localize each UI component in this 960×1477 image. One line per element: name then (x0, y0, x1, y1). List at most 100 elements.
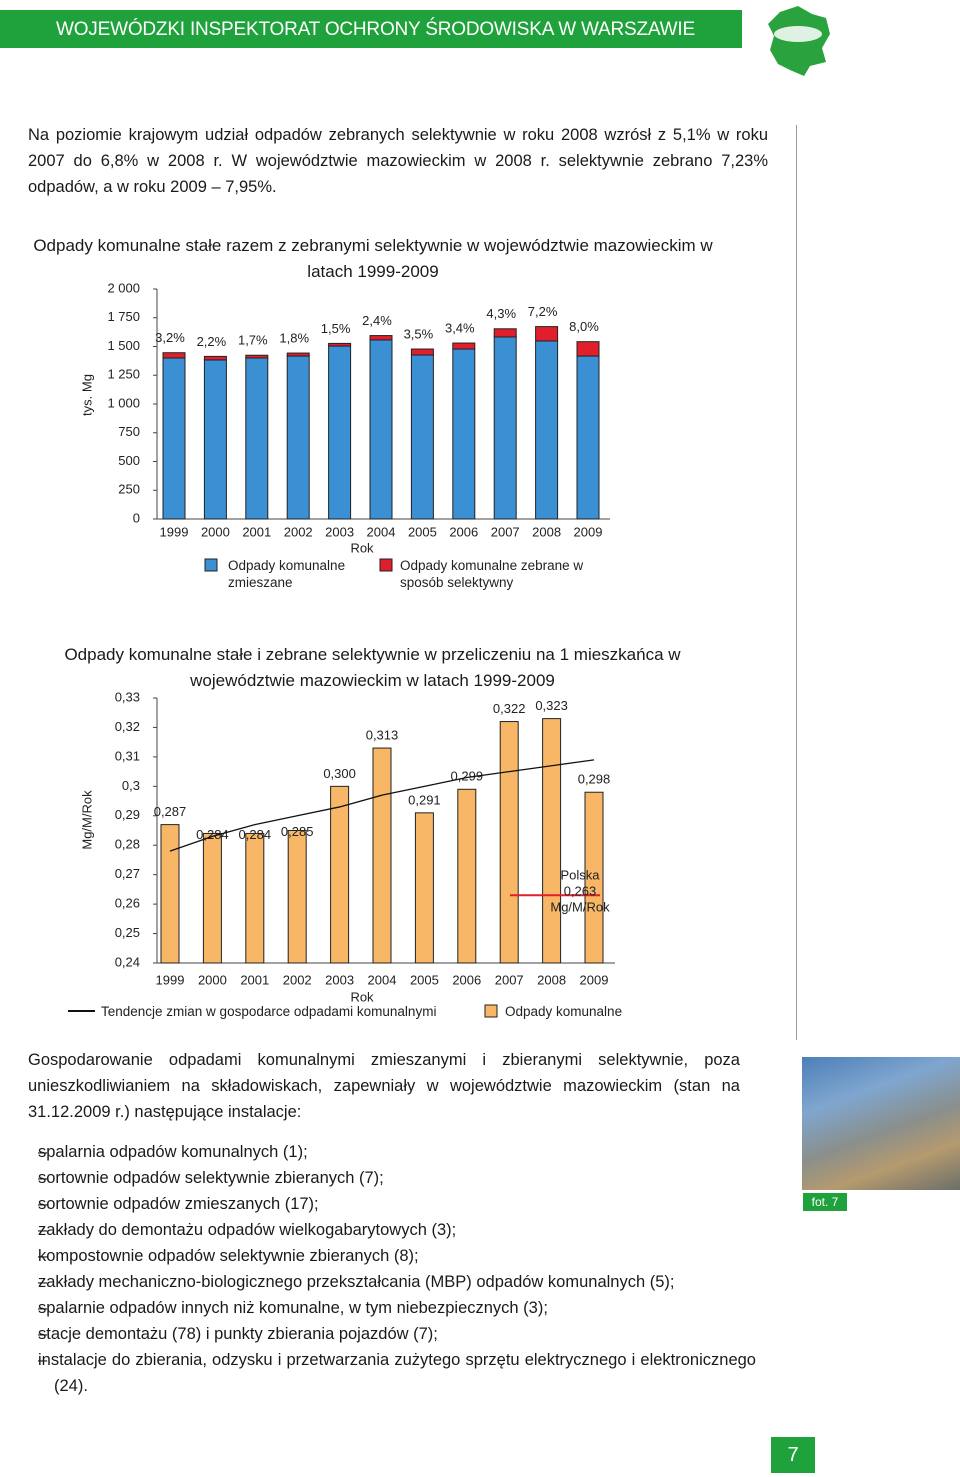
percent-label: 3,2% (155, 330, 185, 345)
bar (414, 812, 434, 964)
logo (768, 6, 830, 76)
bar (245, 357, 269, 520)
x-tick-label: 2002 (283, 972, 312, 987)
x-tick-label: 2005 (408, 524, 437, 539)
reference-label: Polska (560, 868, 600, 883)
list-dash: – (38, 1299, 48, 1317)
bar (584, 791, 604, 964)
legend-swatch (379, 558, 393, 572)
x-tick-label: 2007 (491, 524, 520, 539)
bar (203, 355, 227, 361)
bar (372, 747, 392, 964)
list-dash: – (38, 1169, 48, 1187)
header-title: WOJEWÓDZKI INSPEKTORAT OCHRONY ŚRODOWISK… (56, 19, 695, 40)
bar (535, 340, 559, 520)
value-label: 0,300 (323, 766, 356, 781)
percent-label: 3,4% (445, 320, 475, 335)
y-tick-label: 0,27 (115, 866, 140, 881)
value-label: 0,299 (451, 769, 484, 784)
list-item: zakłady mechaniczno-biologicznego przeks… (38, 1273, 675, 1291)
y-tick-label: 0,29 (115, 807, 140, 822)
bar (499, 721, 519, 964)
percent-label: 1,5% (321, 321, 351, 336)
y-tick-label: 0,26 (115, 896, 140, 911)
y-tick-label: 1 750 (107, 309, 140, 324)
bar (330, 785, 350, 964)
bar (162, 357, 186, 520)
y-tick-label: 0,25 (115, 925, 140, 940)
percent-label: 1,7% (238, 333, 268, 348)
legend-swatch (204, 558, 218, 572)
trend-line (169, 759, 595, 852)
reference-value: 0,263 (564, 884, 597, 899)
bar (160, 824, 180, 964)
percent-label: 8,0% (569, 319, 599, 334)
bar (328, 345, 352, 520)
list-dash: – (38, 1143, 48, 1161)
percent-label: 2,2% (197, 334, 227, 349)
list-dash: – (38, 1247, 48, 1265)
x-tick-label: 2001 (242, 524, 271, 539)
legend-text: Tendencje zmian w gospodarce odpadami ko… (101, 1004, 437, 1019)
x-tick-label: 2000 (201, 524, 230, 539)
bar (286, 355, 310, 520)
y-tick-label: 0,28 (115, 837, 140, 852)
list-item: spalarnie odpadów innych niż komunalne, … (38, 1299, 548, 1317)
bar (452, 348, 476, 520)
x-tick-label: 2004 (367, 524, 396, 539)
x-tick-label: 2009 (574, 524, 603, 539)
x-tick-label: 2007 (495, 972, 524, 987)
percent-label: 1,8% (279, 330, 309, 345)
list-item: instalacje do zbierania, odzysku i przet… (38, 1351, 756, 1395)
legend-text: Odpady komunalne zebrane w sposób selekt… (400, 558, 584, 590)
x-axis-label: Rok (350, 989, 374, 1004)
bar (457, 788, 477, 964)
x-tick-label: 2001 (240, 972, 269, 987)
x-tick-label: 2003 (325, 972, 354, 987)
bar (493, 336, 517, 520)
bar (452, 342, 476, 350)
bar (162, 352, 186, 359)
y-tick-label: 750 (118, 424, 140, 439)
y-tick-label: 500 (118, 453, 140, 468)
bar (369, 335, 393, 341)
y-tick-label: 0,33 (115, 689, 140, 704)
bar (202, 832, 222, 964)
logo-band (774, 26, 822, 42)
bar (245, 832, 265, 964)
divider (796, 125, 797, 1040)
legend-text: Odpady komunalne (505, 1004, 623, 1019)
y-tick-label: 0,24 (115, 954, 140, 969)
chart-title: Odpady komunalne stałe razem z zebranymi… (33, 236, 713, 281)
value-label: 0,291 (408, 792, 441, 807)
list-item: sortownie odpadów zmieszanych (17); (38, 1195, 319, 1213)
percent-label: 2,4% (362, 313, 392, 328)
bar (328, 342, 352, 347)
y-axis-label: tys. Mg (79, 374, 94, 416)
x-tick-label: 1999 (156, 972, 185, 987)
reference-unit: Mg/M/Rok (550, 900, 610, 915)
list-item: stacje demontażu (78) i punkty zbierania… (38, 1325, 438, 1343)
y-tick-label: 0 (133, 510, 140, 525)
x-tick-label: 2006 (449, 524, 478, 539)
list-item: zakłady do demontażu odpadów wielkogabar… (38, 1221, 457, 1239)
bar (542, 718, 562, 964)
list-dash: – (38, 1221, 48, 1239)
y-tick-label: 1 250 (107, 367, 140, 382)
y-tick-label: 2 000 (107, 280, 140, 295)
value-label: 0,323 (535, 698, 568, 713)
x-tick-label: 2008 (532, 524, 561, 539)
percent-label: 4,3% (486, 306, 516, 321)
paragraph: Gospodarowanie odpadami komunalnymi zmie… (28, 1051, 740, 1121)
value-label: 0,285 (281, 824, 314, 839)
value-label: 0,284 (196, 827, 229, 842)
x-tick-label: 2003 (325, 524, 354, 539)
legend-text: Odpady komunalne zmieszane (228, 558, 346, 590)
list-dash: – (38, 1273, 48, 1291)
list-item: kompostownie odpadów selektywnie zbieran… (38, 1247, 419, 1265)
y-tick-label: 0,3 (122, 778, 140, 793)
list-dash: – (38, 1351, 48, 1369)
bar (286, 352, 310, 357)
x-tick-label: 2006 (452, 972, 481, 987)
